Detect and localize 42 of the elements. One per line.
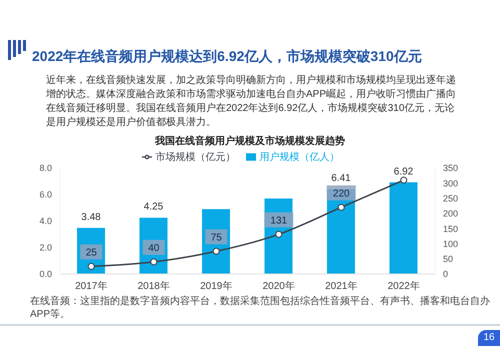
data-label: 3.48 [81, 212, 102, 223]
y2-tick-label: 250 [443, 193, 458, 204]
point [400, 176, 408, 184]
point [88, 262, 95, 270]
data-label: 25 [86, 247, 98, 258]
bar [390, 182, 418, 274]
data-label: 40 [148, 242, 160, 254]
x-tick-label: 2019年 [200, 280, 232, 292]
x-tick-label: 2017年 [75, 280, 108, 292]
y2-tick-label: 300 [443, 178, 458, 188]
x-tick-label: 2018年 [138, 280, 170, 292]
y-tick-label: 2.0 [39, 242, 52, 253]
x-tick-label: 2020年 [262, 280, 295, 292]
y-tick-label: 4.0 [39, 216, 52, 226]
legend-label: 市场规模（亿元） [156, 152, 236, 163]
y2-tick-label: 0 [443, 269, 448, 280]
point [150, 258, 158, 266]
chart-subtitle: 近年来，在线音频快速发展，加之政策导向明确新方向，用户规模和市场规模均呈现出逐年递增的状态。媒体深度融合政策和市场需求驱动加速电台自办APP崛起，用户收听习惯由广播向在线音频迁移明显。我国在线音频用户在2022年达到6.92亿人，市场规模突破310亿元，无论是用户规模还是用户价值都极具潜力。 [46, 74, 456, 130]
data-label: 220 [332, 188, 350, 200]
x-axis-title: 我国在线音频用户规模及市场规模发展趋势 [154, 134, 346, 148]
y2-tick-label: 50 [443, 254, 454, 264]
y2-tick-label: 150 [443, 224, 458, 234]
y2-tick-label: 350 [443, 163, 458, 174]
text: 在线音频：这里指的是数字音频内容平台，数据采集范围包括综合性音频平台、有声书、播客和电台自办APP等。 [30, 295, 490, 321]
point [212, 248, 220, 255]
data-label: 75 [210, 232, 222, 244]
y-tick-label: 6.0 [39, 190, 52, 200]
data-label: 131 [270, 215, 288, 226]
data-label: 4.25 [144, 202, 164, 213]
y-tick-label: 0.0 [39, 269, 52, 280]
x-tick-label: 2022年 [388, 280, 420, 292]
y2-tick-label: 100 [443, 238, 458, 249]
chart-title: 2022年在线音频用户规模达到6.92亿人，市场规模突破310亿元 [32, 48, 422, 66]
data-label: 6.41 [331, 173, 352, 184]
point [338, 204, 345, 211]
legend-label: 用户规模（亿人） [260, 152, 340, 163]
x-tick-label: 2021年 [325, 280, 358, 292]
y2-tick-label: 200 [443, 208, 458, 219]
point [275, 230, 282, 238]
y-tick-label: 8.0 [39, 163, 52, 174]
data-label: 6.92 [394, 166, 414, 178]
text: 16 [478, 330, 500, 346]
